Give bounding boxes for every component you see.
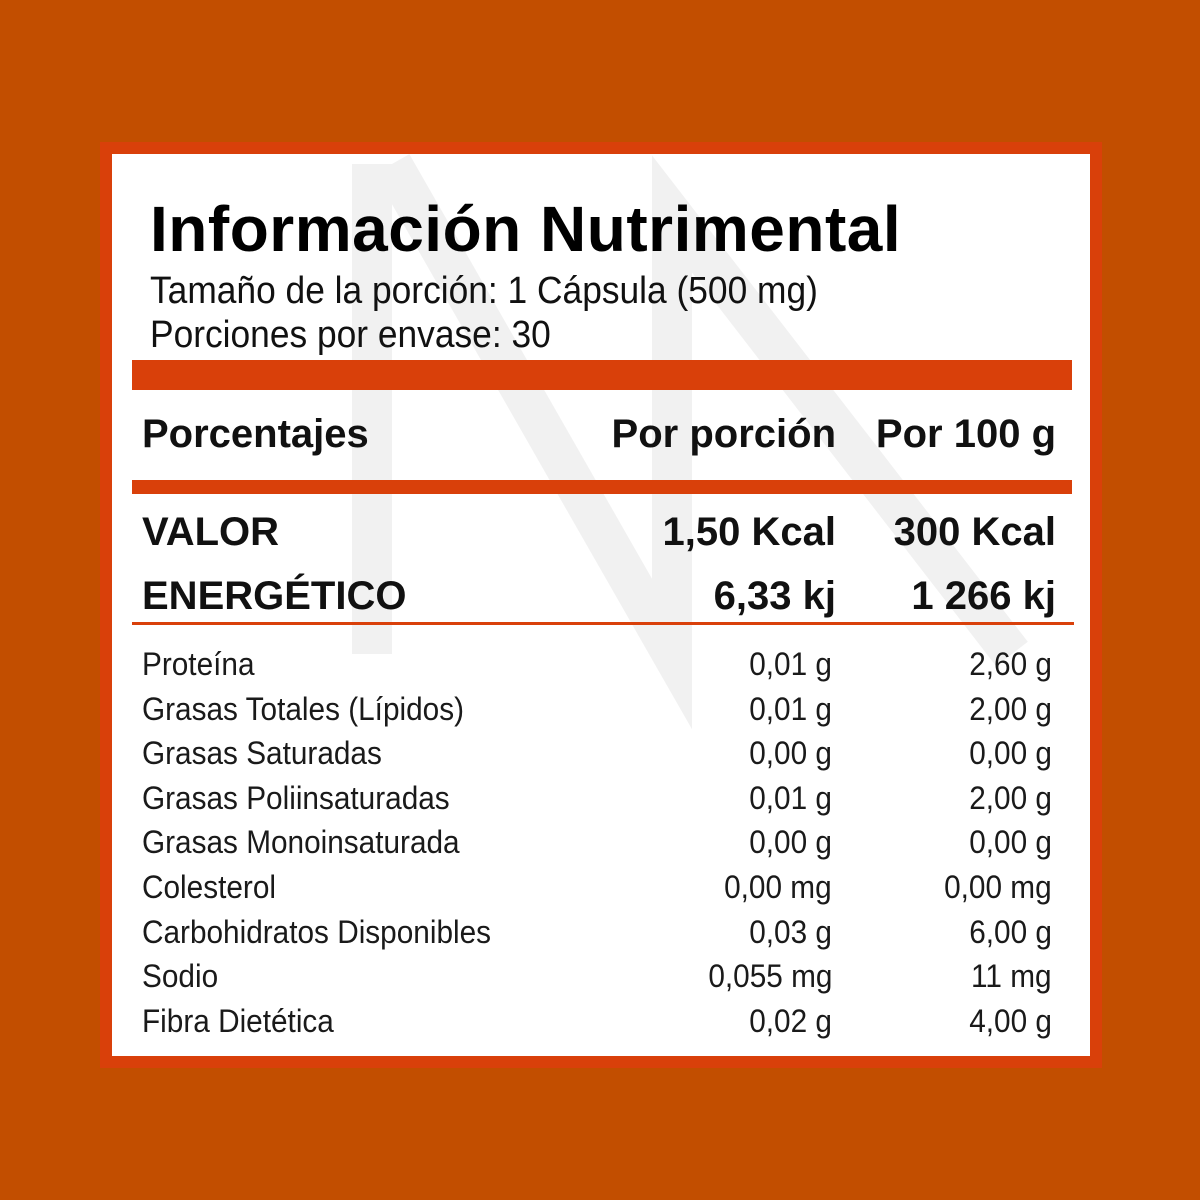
nutrient-row: Fibra Dietética 0,02 g 4,00 g [142,1003,1056,1048]
nutrient-per-100g: 4,00 g [969,1002,1052,1039]
nutrient-name: Fibra Dietética [142,1002,334,1039]
nutrient-per-serving: 0,01 g [749,646,832,682]
energy-kj-per-100g: 1 266 kj [911,574,1056,618]
nutrient-row: Carbohidratos Disponibles 0,03 g 6,00 g [142,914,1056,959]
energy-label-line2: ENERGÉTICO [142,574,407,618]
nutrient-per-serving: 0,01 g [749,690,832,727]
nutrient-row: Grasas Poliinsaturadas 0,01 g 2,00 g [142,780,1056,825]
energy-kcal-per-100g: 300 Kcal [893,510,1056,554]
divider-medium [132,480,1072,494]
nutrient-per-serving: 0,01 g [749,779,832,816]
label-title: Información Nutrimental [150,193,902,265]
nutrient-row: Grasas Totales (Lípidos) 0,01 g 2,00 g [142,691,1056,736]
nutrient-per-serving: 0,02 g [749,1002,832,1039]
nutrient-row: Grasas Monoinsaturada 0,00 g 0,00 g [142,824,1056,869]
nutrient-name: Colesterol [142,868,276,905]
nutrient-per-serving: 0,00 mg [724,868,832,905]
column-header-label: Porcentajes [142,412,369,456]
nutrient-name: Grasas Totales (Lípidos) [142,690,464,727]
nutrient-name: Carbohidratos Disponibles [142,913,492,950]
nutrient-name: Grasas Saturadas [142,735,382,772]
divider-thick [132,360,1072,390]
nutrient-per-serving: 0,055 mg [707,958,832,995]
nutrient-per-100g: 2,00 g [969,690,1052,727]
nutrient-name: Grasas Monoinsaturada [142,824,460,861]
nutrient-per-serving: 0,00 g [749,824,832,861]
nutrient-per-serving: 0,03 g [749,913,832,950]
serving-size: Tamaño de la porción: 1 Cápsula (500 mg) [150,270,818,312]
nutrient-per-100g: 11 mg [971,958,1052,995]
nutrient-row: Grasas Saturadas 0,00 g 0,00 g [142,735,1056,780]
divider-thin [132,622,1074,625]
nutrient-per-100g: 0,00 mg [944,868,1052,905]
energy-kcal-per-serving: 1,50 Kcal [662,510,836,554]
nutrient-per-serving: 0,00 g [749,735,832,772]
nutrient-table: Proteína 0,01 g 2,60 g Grasas Totales (L… [142,646,1056,1047]
nutrient-row: Sodio 0,055 mg 11 mg [142,958,1056,1003]
nutrient-per-100g: 0,00 g [969,735,1052,772]
nutrient-per-100g: 2,60 g [969,646,1052,682]
column-header-per-serving: Por porción [611,412,836,456]
nutrient-name: Proteína [142,646,255,682]
column-header-per-100g: Por 100 g [875,412,1056,456]
nutrient-name: Sodio [142,958,219,995]
nutrient-per-100g: 2,00 g [969,779,1052,816]
servings-per-container: Porciones por envase: 30 [150,314,551,356]
nutrient-per-100g: 0,00 g [969,824,1052,861]
nutrient-per-100g: 6,00 g [969,913,1052,950]
nutrient-row: Proteína 0,01 g 2,60 g [142,646,1056,691]
nutrient-row: Colesterol 0,00 mg 0,00 mg [142,869,1056,914]
energy-label-line1: VALOR [142,510,280,554]
energy-kj-per-serving: 6,33 kj [713,574,836,618]
nutrition-label-panel: Información Nutrimental Tamaño de la por… [100,142,1102,1068]
nutrient-name: Grasas Poliinsaturadas [142,779,450,816]
